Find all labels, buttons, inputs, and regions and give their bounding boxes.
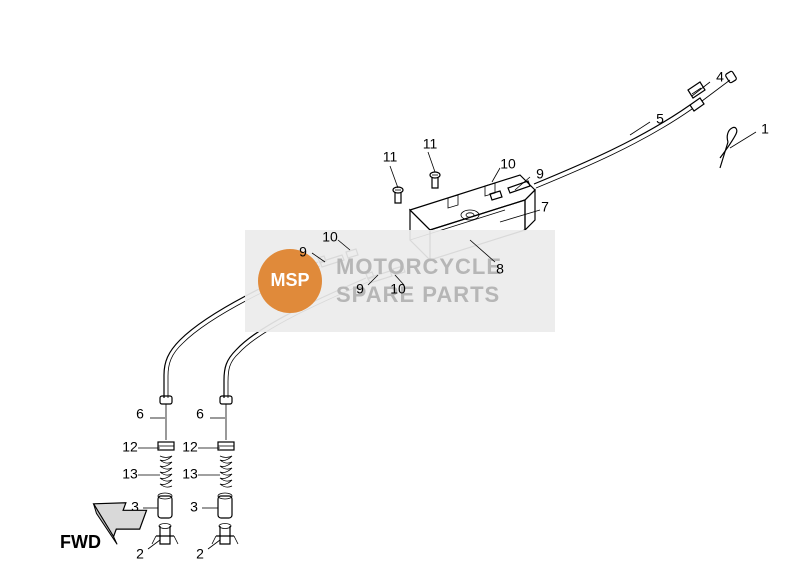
- callout-10: 10: [322, 229, 338, 245]
- callout-12: 12: [122, 439, 138, 455]
- callout-6: 6: [136, 406, 144, 422]
- callout-2: 2: [136, 546, 144, 562]
- watermark-line1: MOTORCYCLE: [336, 254, 502, 279]
- callout-6: 6: [196, 406, 204, 422]
- callout-2: 2: [196, 546, 204, 562]
- callout-9: 9: [299, 244, 307, 260]
- callout-7: 7: [541, 199, 549, 215]
- callout-10: 10: [500, 156, 516, 172]
- screw-11-right: [430, 172, 440, 188]
- callout-1: 1: [761, 121, 769, 137]
- callout-9: 9: [536, 166, 544, 182]
- callout-10: 10: [390, 281, 406, 297]
- diagram-canvas: MSP MOTORCYCLE SPARE PARTS 1223345667899…: [0, 0, 800, 579]
- leader-line: [148, 540, 160, 549]
- fwd-label: FWD: [60, 532, 101, 552]
- callout-13: 13: [182, 466, 198, 482]
- locknut-12-right: [218, 442, 234, 450]
- leader-line: [208, 540, 220, 549]
- callout-12: 12: [182, 439, 198, 455]
- clevis-2-right: [212, 524, 238, 545]
- leader-line: [630, 122, 650, 135]
- screw-11-left: [393, 187, 403, 203]
- callout-11: 11: [383, 149, 398, 165]
- callout-9: 9: [356, 281, 364, 297]
- locknut-12-left: [158, 442, 174, 450]
- leader-line: [428, 152, 435, 172]
- leader-line: [730, 132, 756, 148]
- nut-10-c: [490, 191, 502, 200]
- sleeve-3-right: [218, 493, 232, 518]
- leader-line: [492, 168, 500, 182]
- spring-13-right: [220, 456, 232, 487]
- sleeve-3-left: [158, 493, 172, 518]
- callout-13: 13: [122, 466, 138, 482]
- callout-11: 11: [423, 136, 438, 152]
- clevis-2-left: [152, 524, 178, 545]
- spring-clip-1: [720, 127, 737, 168]
- callout-4: 4: [716, 69, 724, 85]
- callout-5: 5: [656, 111, 664, 127]
- watermark-badge-text: MSP: [270, 270, 309, 290]
- ferrule-4: [688, 82, 705, 98]
- cable-5: [534, 71, 737, 188]
- callout-8: 8: [496, 261, 504, 277]
- callout-3: 3: [190, 499, 198, 515]
- spring-13-left: [160, 456, 172, 487]
- leader-line: [390, 166, 398, 188]
